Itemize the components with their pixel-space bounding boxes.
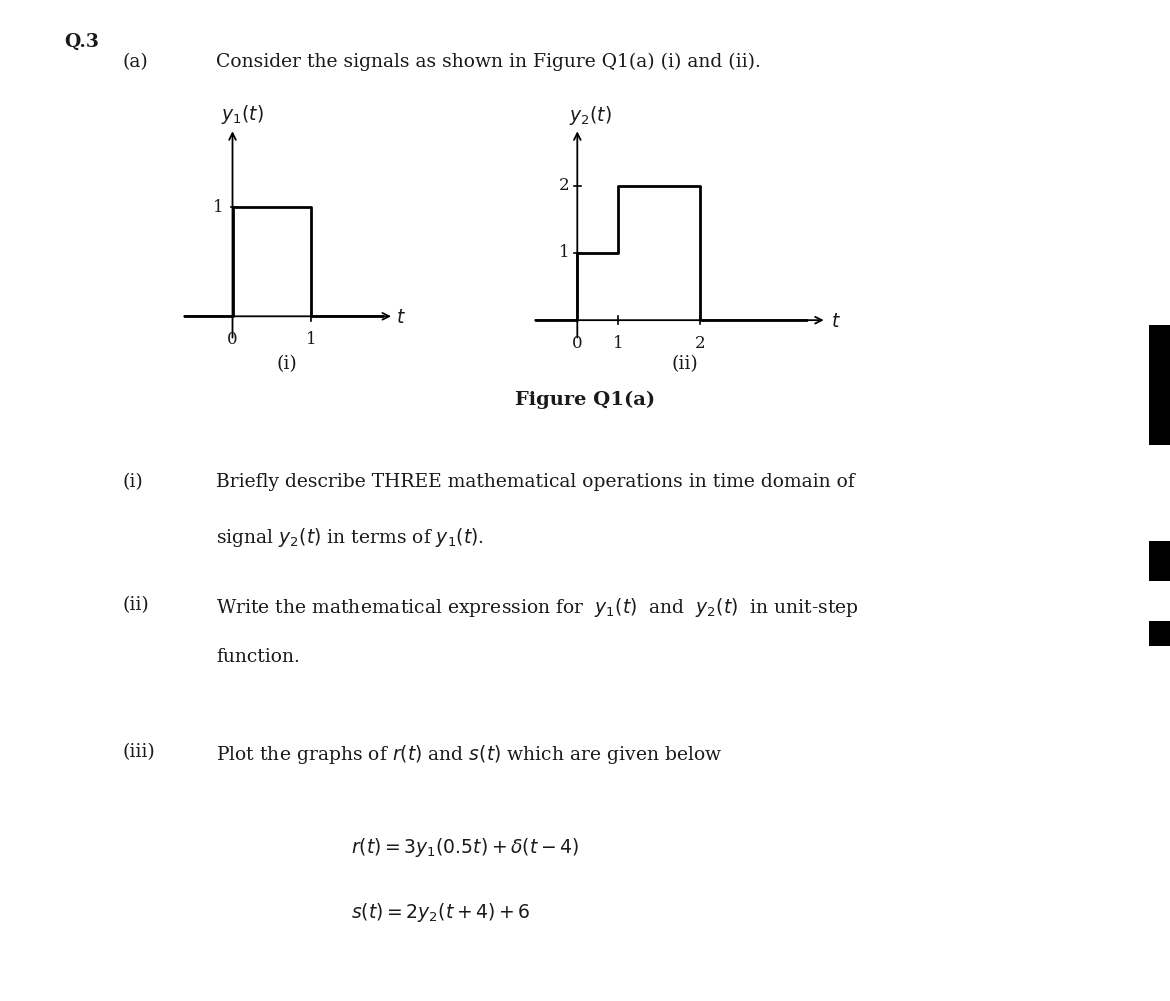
Text: 2: 2 [558,177,569,194]
Bar [1149,621,1170,646]
Text: Plot the graphs of $r(t)$ and $s(t)$ which are given below: Plot the graphs of $r(t)$ and $s(t)$ whi… [216,743,723,766]
Text: 1: 1 [213,198,223,215]
Text: (a): (a) [123,53,149,71]
Text: (ii): (ii) [672,355,697,373]
Text: (iii): (iii) [123,743,156,761]
Text: 1: 1 [305,330,317,347]
Text: Briefly describe THREE mathematical operations in time domain of: Briefly describe THREE mathematical oper… [216,473,855,491]
Text: $r(t) = 3y_1(0.5t) + \delta(t - 4)$: $r(t) = 3y_1(0.5t) + \delta(t - 4)$ [351,836,579,859]
Text: (i): (i) [123,473,144,491]
Bar [1149,541,1170,581]
Text: 0: 0 [572,335,583,352]
Text: 0: 0 [227,330,238,347]
Text: Write the mathematical expression for  $y_1(t)$  and  $y_2(t)$  in unit-step: Write the mathematical expression for $y… [216,596,860,619]
Text: $t$: $t$ [831,312,840,330]
Text: Consider the signals as shown in Figure Q1(a) (i) and (ii).: Consider the signals as shown in Figure … [216,53,762,71]
Text: Q.3: Q.3 [64,33,99,51]
Text: function.: function. [216,648,301,666]
Text: 1: 1 [613,335,624,352]
Text: $s(t) = 2y_2(t + 4) + 6$: $s(t) = 2y_2(t + 4) + 6$ [351,901,530,924]
Text: (ii): (ii) [123,596,150,614]
Text: Figure Q1(a): Figure Q1(a) [515,390,655,408]
Text: 1: 1 [558,244,569,261]
Text: $y_2(t)$: $y_2(t)$ [569,104,612,127]
Text: 2: 2 [695,335,706,352]
Text: $y_1(t)$: $y_1(t)$ [221,103,263,126]
Text: $t$: $t$ [397,309,406,327]
Text: signal $y_2(t)$ in terms of $y_1(t)$.: signal $y_2(t)$ in terms of $y_1(t)$. [216,526,484,549]
Bar [1149,325,1170,445]
Text: (i): (i) [276,355,297,373]
